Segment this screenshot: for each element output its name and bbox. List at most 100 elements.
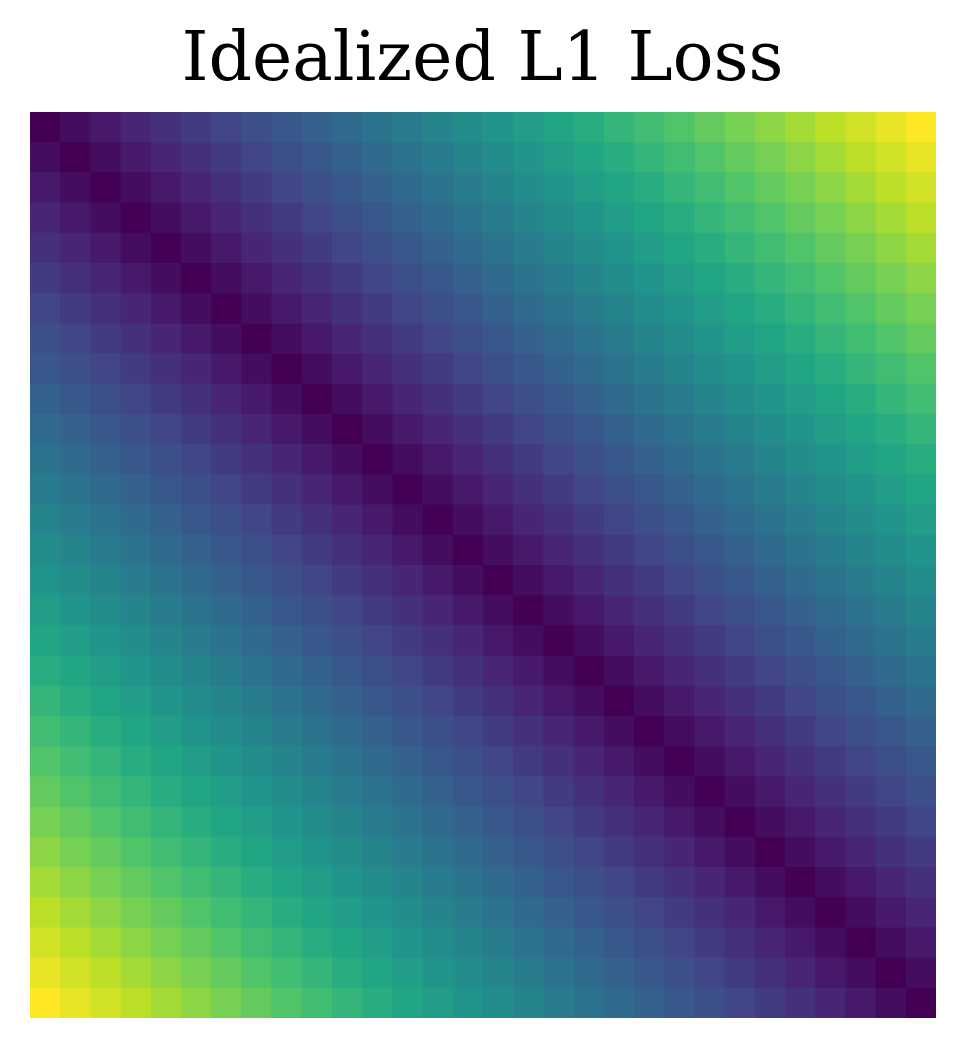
heatmap-cell-r21-c4 [150, 746, 182, 777]
heatmap-cell-r2-c20 [634, 172, 665, 204]
heatmap-cell-r23-c15 [483, 806, 514, 838]
heatmap-cell-r24-c9 [301, 836, 333, 868]
heatmap-cell-r14-c27 [845, 534, 877, 566]
heatmap-cell-r23-c16 [513, 806, 544, 838]
heatmap-cell-r10-c8 [271, 414, 303, 445]
heatmap-cell-r17-c12 [392, 625, 424, 657]
heatmap-cell-r9-c21 [664, 383, 695, 415]
heatmap-cell-r6-c19 [603, 293, 635, 324]
heatmap-cell-r22-c17 [543, 776, 575, 808]
heatmap-cell-r21-c10 [332, 746, 363, 777]
heatmap-cell-r10-c12 [392, 414, 424, 445]
heatmap-cell-r8-c29 [905, 353, 936, 385]
heatmap-cell-r7-c24 [754, 323, 786, 355]
heatmap-cell-r11-c14 [452, 444, 484, 475]
heatmap-cell-r28-c21 [664, 957, 695, 989]
heatmap-cell-r10-c4 [150, 414, 182, 445]
heatmap-cell-r23-c23 [724, 806, 756, 838]
heatmap-cell-r27-c27 [845, 927, 877, 959]
heatmap-cell-r16-c13 [422, 595, 454, 626]
heatmap-cell-r28-c0 [30, 957, 61, 989]
heatmap-cell-r10-c11 [362, 414, 393, 445]
heatmap-cell-r1-c1 [60, 142, 91, 173]
heatmap-cell-r1-c26 [815, 142, 846, 173]
heatmap-cell-r5-c22 [694, 263, 726, 294]
heatmap-cell-r21-c3 [120, 746, 152, 777]
heatmap-cell-r24-c6 [211, 836, 242, 868]
heatmap-cell-r9-c11 [362, 383, 393, 415]
heatmap-cell-r11-c1 [60, 444, 91, 475]
heatmap-cell-r18-c0 [30, 655, 61, 687]
heatmap-cell-r11-c16 [513, 444, 544, 475]
heatmap-cell-r8-c5 [181, 353, 212, 385]
heatmap-cell-r19-c12 [392, 685, 424, 717]
heatmap-cell-r24-c19 [603, 836, 635, 868]
heatmap-cell-r18-c9 [301, 655, 333, 687]
heatmap-cell-r4-c10 [332, 232, 363, 264]
heatmap-cell-r14-c19 [603, 534, 635, 566]
heatmap-cell-r0-c9 [301, 112, 333, 143]
heatmap-cell-r19-c18 [573, 685, 605, 717]
heatmap-cell-r21-c1 [60, 746, 91, 777]
heatmap-cell-r15-c3 [120, 565, 152, 596]
heatmap-cell-r3-c23 [724, 202, 756, 234]
heatmap-cell-r20-c23 [724, 716, 756, 747]
heatmap-cell-r20-c24 [754, 716, 786, 747]
heatmap-cell-r29-c28 [875, 987, 907, 1018]
heatmap-cell-r21-c7 [241, 746, 273, 777]
heatmap-cell-r21-c12 [392, 746, 424, 777]
heatmap-cell-r5-c21 [664, 263, 695, 294]
heatmap-cell-r18-c25 [785, 655, 816, 687]
heatmap-cell-r16-c5 [181, 595, 212, 626]
heatmap-cell-r22-c6 [211, 776, 242, 808]
heatmap-cell-r3-c13 [422, 202, 454, 234]
heatmap-cell-r20-c29 [905, 716, 936, 747]
heatmap-cell-r19-c25 [785, 685, 816, 717]
heatmap-cell-r18-c29 [905, 655, 936, 687]
heatmap-cell-r18-c10 [332, 655, 363, 687]
heatmap-cell-r14-c8 [271, 534, 303, 566]
heatmap-cell-r9-c10 [332, 383, 363, 415]
heatmap-cell-r0-c24 [754, 112, 786, 143]
heatmap-cell-r29-c3 [120, 987, 152, 1018]
heatmap-cell-r19-c14 [452, 685, 484, 717]
heatmap-cell-r21-c23 [724, 746, 756, 777]
heatmap-cell-r20-c27 [845, 716, 877, 747]
heatmap-cell-r26-c22 [694, 897, 726, 928]
heatmap-cell-r15-c12 [392, 565, 424, 596]
heatmap-cell-r25-c14 [452, 867, 484, 898]
heatmap-cell-r26-c13 [422, 897, 454, 928]
heatmap-cell-r23-c1 [60, 806, 91, 838]
heatmap-cell-r19-c11 [362, 685, 393, 717]
heatmap-cell-r16-c2 [90, 595, 122, 626]
heatmap-cell-r2-c12 [392, 172, 424, 204]
heatmap-cell-r13-c0 [30, 504, 61, 536]
heatmap-cell-r5-c1 [60, 263, 91, 294]
heatmap-cell-r16-c14 [452, 595, 484, 626]
heatmap-cell-r17-c0 [30, 625, 61, 657]
heatmap-cell-r11-c3 [120, 444, 152, 475]
heatmap-cell-r13-c11 [362, 504, 393, 536]
heatmap-cell-r9-c18 [573, 383, 605, 415]
heatmap-cell-r10-c28 [875, 414, 907, 445]
heatmap-cell-r0-c23 [724, 112, 756, 143]
heatmap-cell-r7-c9 [301, 323, 333, 355]
heatmap-cell-r7-c27 [845, 323, 877, 355]
heatmap-cell-r7-c14 [452, 323, 484, 355]
heatmap-cell-r18-c11 [362, 655, 393, 687]
heatmap-cell-r22-c12 [392, 776, 424, 808]
heatmap-cell-r17-c14 [452, 625, 484, 657]
heatmap-cell-r10-c21 [664, 414, 695, 445]
heatmap-cell-r19-c26 [815, 685, 846, 717]
heatmap-cell-r15-c27 [845, 565, 877, 596]
heatmap-cell-r9-c25 [785, 383, 816, 415]
heatmap-cell-r2-c11 [362, 172, 393, 204]
heatmap-cell-r12-c0 [30, 474, 61, 506]
heatmap-cell-r12-c28 [875, 474, 907, 506]
heatmap-cell-r26-c17 [543, 897, 575, 928]
heatmap-cell-r13-c22 [694, 504, 726, 536]
heatmap-cell-r24-c7 [241, 836, 273, 868]
heatmap-cell-r11-c6 [211, 444, 242, 475]
heatmap-cell-r24-c16 [513, 836, 544, 868]
heatmap-cell-r24-c1 [60, 836, 91, 868]
